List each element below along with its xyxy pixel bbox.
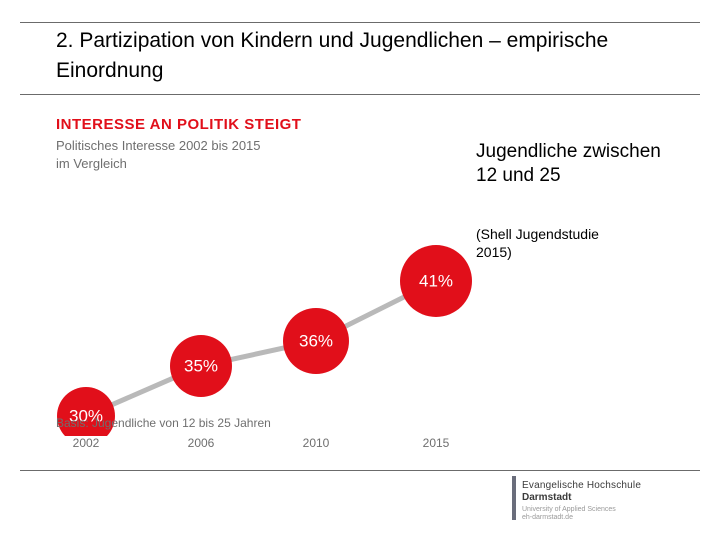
chart-basis-note: Basis: Jugendliche von 12 bis 25 Jahren	[56, 416, 271, 430]
logo-line-1: Evangelische Hochschule	[522, 480, 641, 491]
x-axis-label: 2002	[73, 436, 100, 450]
data-bubble-label: 36%	[299, 332, 333, 351]
section-title: 2. Partizipation von Kindern und Jugendl…	[56, 26, 680, 87]
side-source: (Shell Jugendstudie 2015)	[476, 225, 676, 261]
side-title: Jugendliche zwischen 12 und 25	[476, 140, 676, 189]
x-axis-label: 2006	[188, 436, 215, 450]
chart-svg: 30%35%36%41%	[56, 186, 476, 436]
logo-line-2: Darmstadt	[522, 492, 571, 503]
x-axis-label: 2010	[303, 436, 330, 450]
x-axis-label: 2015	[423, 436, 450, 450]
slide: 2. Partizipation von Kindern und Jugendl…	[0, 0, 720, 540]
institution-logo: Evangelische Hochschule Darmstadt Univer…	[512, 476, 662, 520]
top-rule-1	[20, 22, 700, 23]
logo-line-3: University of Applied Sciences eh-darmst…	[522, 506, 616, 521]
data-bubble-label: 41%	[419, 272, 453, 291]
chart-plot: 30%35%36%41% 2002200620102015	[56, 186, 476, 436]
chart-headline: INTERESSE AN POLITIK STEIGT	[56, 116, 476, 133]
chart-subtitle: Politisches Interesse 2002 bis 2015 im V…	[56, 137, 476, 172]
chart-xaxis: 2002 2006 2010 2015	[56, 436, 476, 456]
side-panel: Jugendliche zwischen 12 und 25 (Shell Ju…	[476, 140, 676, 261]
footer-rule	[20, 470, 700, 471]
chart: INTERESSE AN POLITIK STEIGT Politisches …	[56, 116, 476, 476]
data-bubble-label: 35%	[184, 357, 218, 376]
chart-line	[86, 281, 436, 416]
top-rule-2	[20, 94, 700, 95]
logo-bar	[512, 476, 516, 520]
footer: Evangelische Hochschule Darmstadt Univer…	[20, 470, 700, 520]
